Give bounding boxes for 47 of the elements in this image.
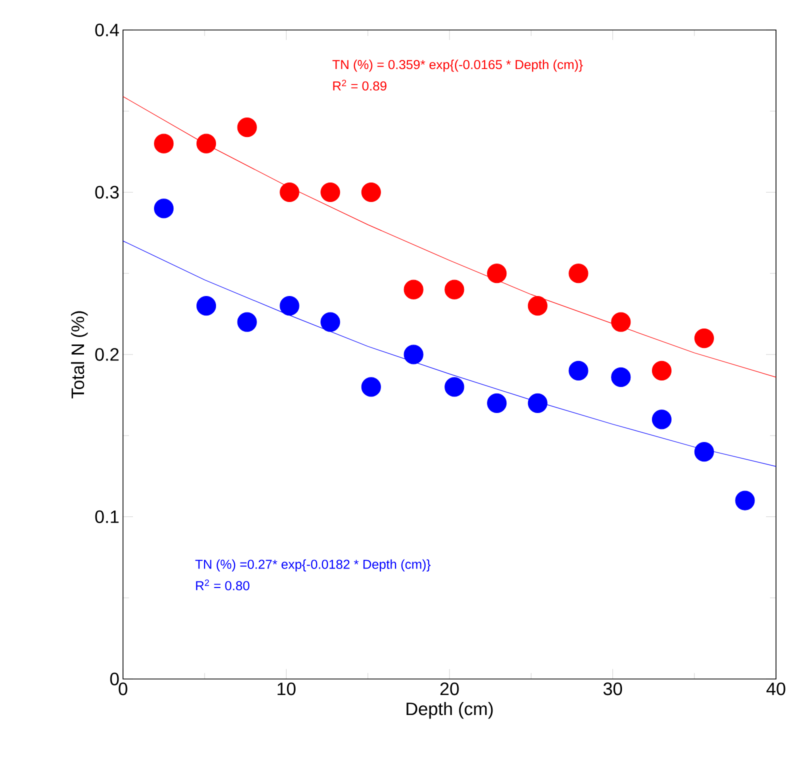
x-tick-label: 30 [603, 682, 622, 696]
point [694, 442, 714, 462]
point [361, 182, 381, 202]
point [528, 296, 548, 316]
point [404, 344, 424, 364]
point [611, 367, 631, 388]
line-series [122, 96, 776, 378]
point [196, 296, 216, 316]
point [568, 264, 588, 284]
y-axis-title: Total N (%) [71, 311, 88, 398]
point [487, 264, 507, 284]
x-tick-label: 10 [278, 682, 296, 696]
point [237, 118, 257, 138]
point [320, 182, 340, 202]
point [361, 377, 381, 397]
point [652, 360, 672, 381]
point [568, 360, 588, 381]
y-tick-label: 0 [110, 672, 119, 686]
annotation: R$^{2}$ = 0.80 [196, 580, 250, 590]
point [320, 312, 340, 332]
point [280, 182, 300, 202]
x-tick-label: 40 [766, 682, 786, 696]
x-tick-label: 20 [440, 682, 459, 696]
point [444, 377, 464, 397]
point [196, 134, 216, 154]
point [487, 393, 507, 413]
point [528, 393, 548, 413]
y-tick-label: 0.1 [95, 510, 119, 524]
x-axis-title: Depth (cm) [406, 702, 493, 719]
point [652, 410, 672, 430]
y-tick-label: 0.2 [95, 348, 119, 361]
point [237, 312, 257, 332]
line-series [122, 240, 776, 467]
point [154, 134, 174, 154]
point [735, 490, 755, 510]
point [694, 328, 714, 348]
y-tick-label: 0.4 [95, 24, 119, 36]
annotation: TN (%) =0.27* exp{-0.0182 * Depth (cm)} [195, 559, 431, 572]
point [154, 198, 174, 218]
x-tick-label: 0 [118, 682, 128, 696]
y-tick-label: 0.3 [95, 186, 119, 199]
point [404, 280, 424, 300]
point [280, 296, 300, 316]
point [444, 280, 464, 300]
annotation: R$^{2}$ = 0.89 [333, 80, 386, 91]
annotation: TN (%) = 0.359* exp{(-0.0165 * Depth (cm)} [332, 60, 583, 72]
point [611, 312, 631, 332]
